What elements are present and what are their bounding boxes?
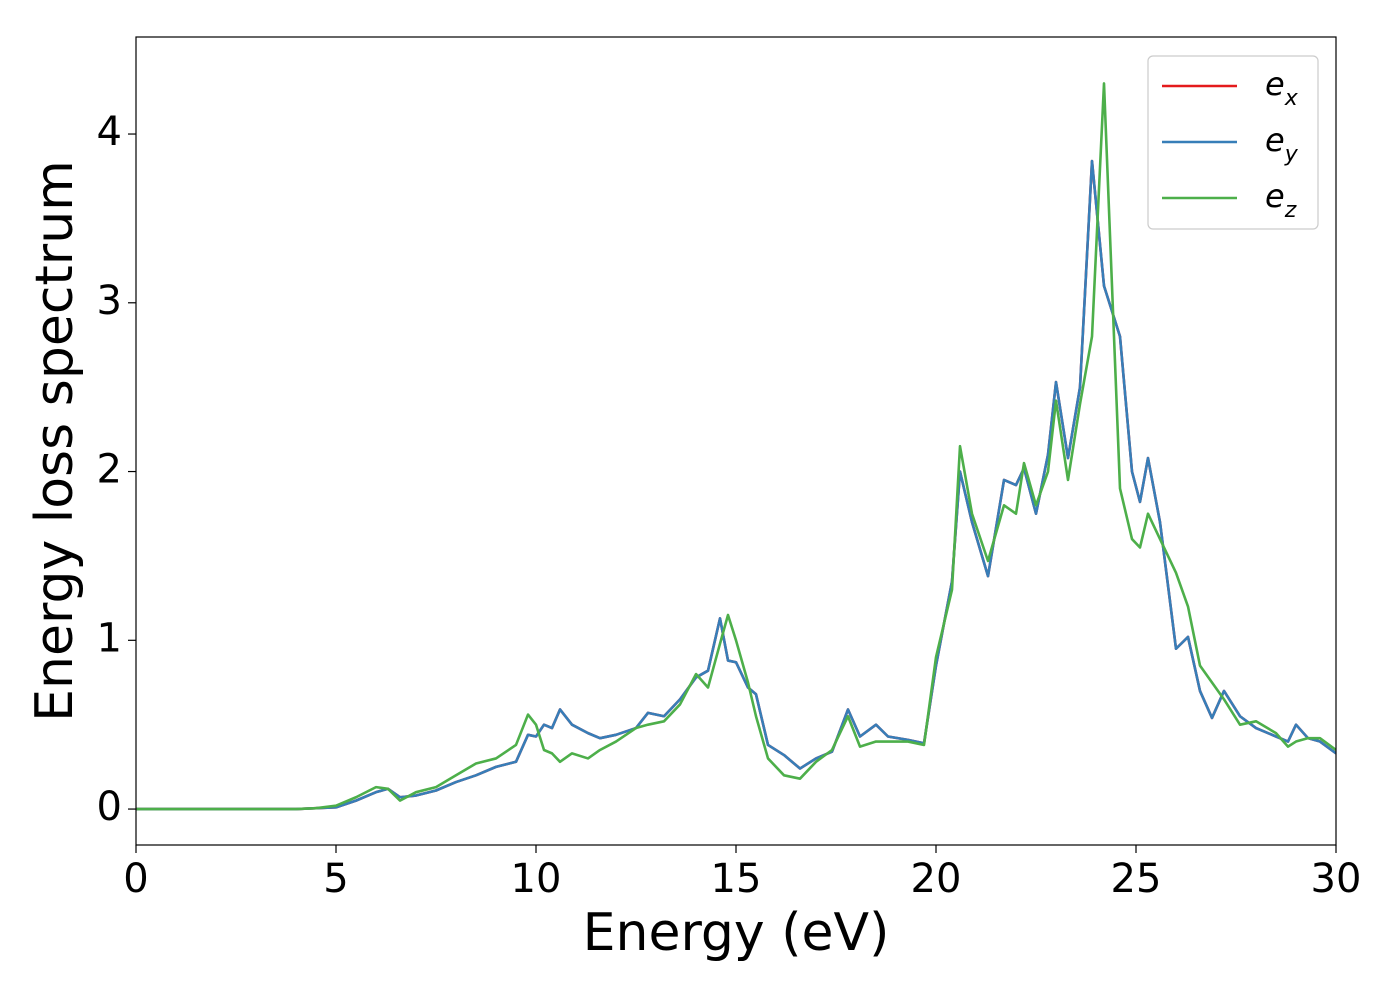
y-tick-label: 1 — [97, 615, 122, 661]
series-line — [136, 82, 1336, 811]
y-tick-label: 4 — [97, 109, 122, 155]
x-tick-label: 30 — [1311, 856, 1362, 902]
series-line — [136, 159, 1336, 811]
x-tick-label: 15 — [711, 856, 762, 902]
y-tick-label: 3 — [97, 278, 122, 324]
x-tick-label: 5 — [323, 856, 348, 902]
series-line — [136, 159, 1336, 811]
legend-label: ex — [1265, 65, 1299, 111]
x-tick-label: 10 — [511, 856, 562, 902]
y-tick-label: 2 — [97, 447, 122, 493]
plot-frame — [135, 36, 1337, 846]
x-tick-label: 20 — [911, 856, 962, 902]
y-tick-label: 0 — [97, 784, 122, 830]
legend-label: ey — [1265, 121, 1299, 167]
x-tick-label: 0 — [123, 856, 148, 902]
x-axis-label: Energy (eV) — [583, 903, 890, 963]
x-tick-label: 25 — [1111, 856, 1162, 902]
plot-lines — [136, 82, 1336, 811]
y-axis-label: Energy loss spectrum — [25, 160, 85, 722]
